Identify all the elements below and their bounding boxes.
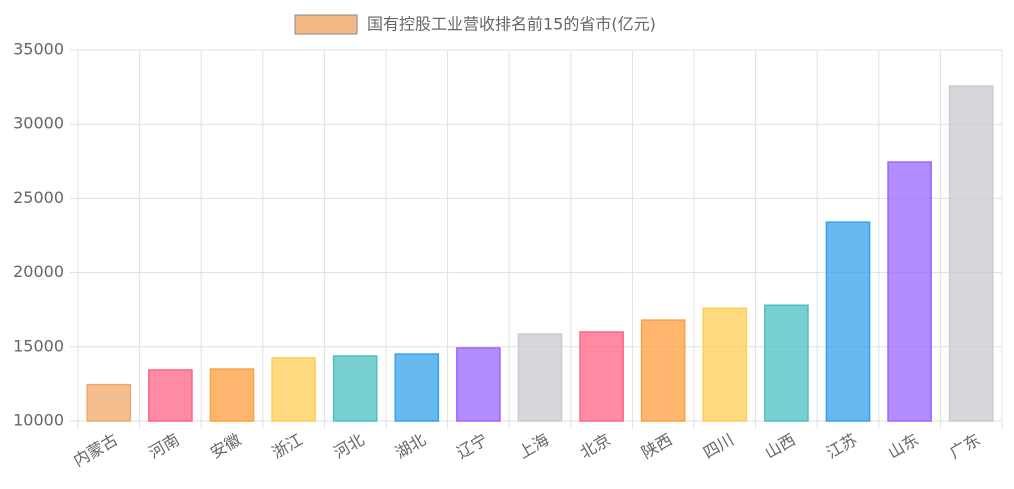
y-tick-label: 35000 xyxy=(13,40,64,59)
y-tick-label: 25000 xyxy=(13,188,64,207)
x-tick-label: 陕西 xyxy=(638,430,675,462)
bar xyxy=(148,369,193,422)
x-tick-label: 浙江 xyxy=(269,430,306,462)
x-tick-label: 内蒙古 xyxy=(70,430,121,470)
y-tick-label: 30000 xyxy=(13,114,64,133)
bar xyxy=(394,353,440,422)
legend-label[interactable]: 国有控股工业营收排名前15的省市(亿元) xyxy=(367,15,656,34)
bar xyxy=(86,383,132,422)
bar xyxy=(517,333,563,422)
bar xyxy=(209,368,255,422)
bar xyxy=(764,304,809,422)
x-tick-label: 湖北 xyxy=(392,430,429,462)
x-tick-label: 河南 xyxy=(145,430,182,462)
x-tick-label: 安徽 xyxy=(207,430,244,462)
x-tick-label: 山东 xyxy=(885,430,922,462)
bar xyxy=(271,357,316,422)
x-tick-label: 上海 xyxy=(515,430,552,462)
bar xyxy=(887,161,932,422)
x-tick-label: 江苏 xyxy=(823,430,860,462)
y-tick-label: 10000 xyxy=(13,411,64,430)
x-tick-label: 四川 xyxy=(700,430,737,462)
bar xyxy=(456,347,501,422)
x-tick-label: 广东 xyxy=(946,430,983,462)
x-tick-label: 北京 xyxy=(577,430,614,462)
y-tick-label: 20000 xyxy=(13,262,64,281)
x-tick-label: 山西 xyxy=(761,430,798,462)
x-tick-label: 河北 xyxy=(330,430,367,462)
bar xyxy=(825,221,871,422)
x-tick-label: 辽宁 xyxy=(453,430,490,462)
legend-swatch[interactable] xyxy=(294,14,358,35)
bar xyxy=(948,85,994,422)
y-tick-label: 15000 xyxy=(13,336,64,355)
bar xyxy=(640,319,686,422)
bar xyxy=(332,355,378,422)
bar xyxy=(702,307,748,422)
bar xyxy=(579,331,624,422)
